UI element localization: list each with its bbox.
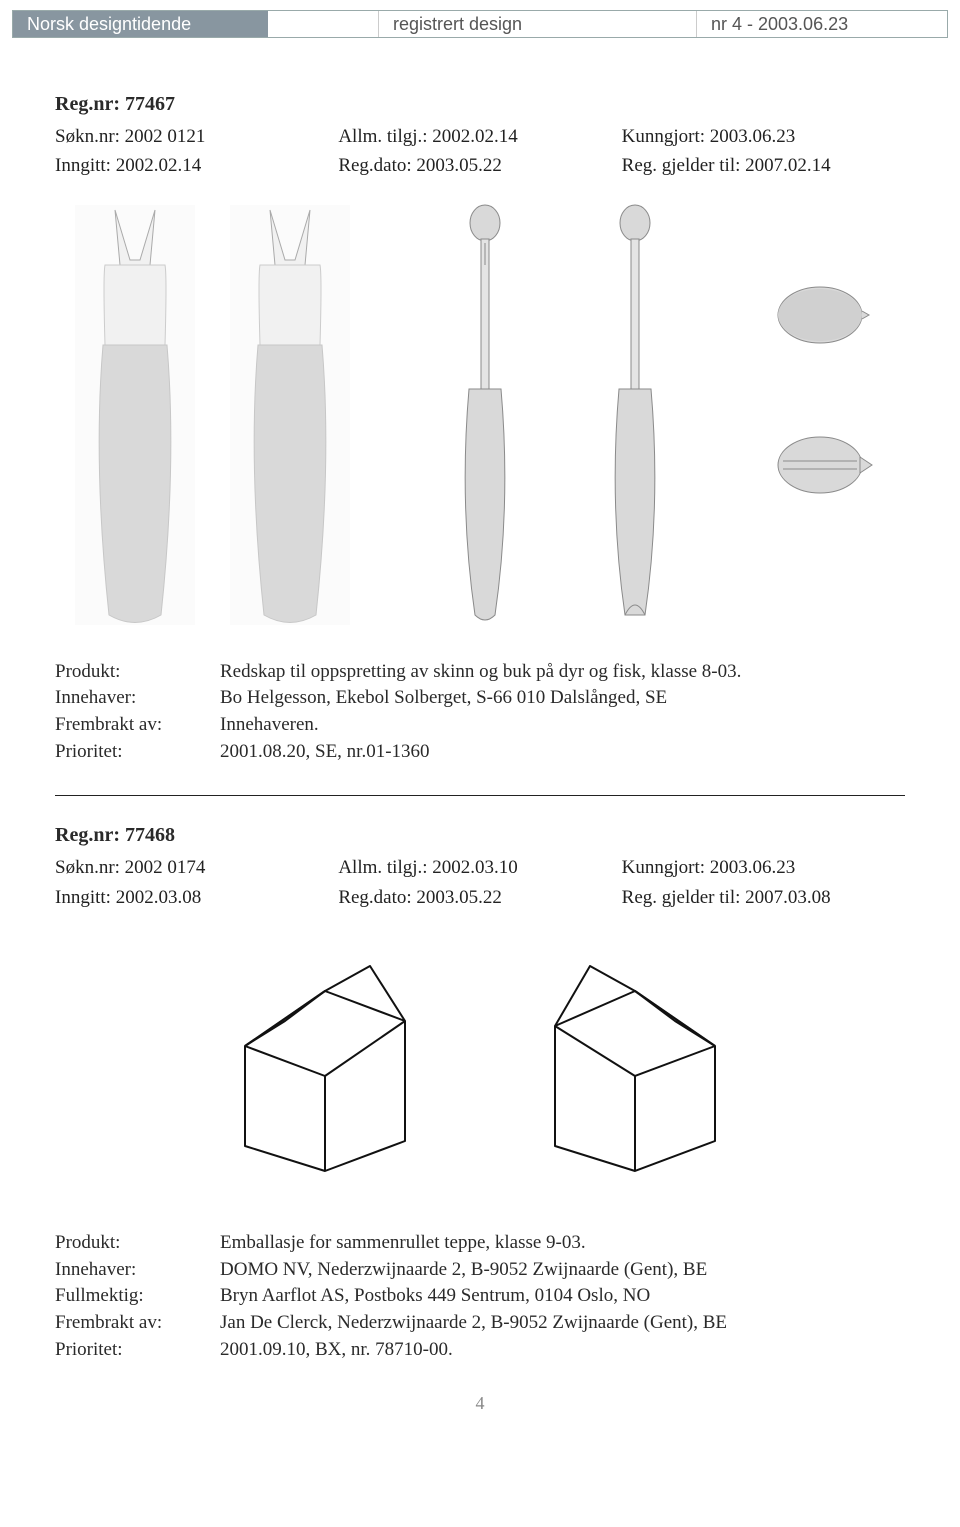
meta-gjelder: Reg. gjelder til: 2007.03.08	[622, 883, 905, 912]
detail-label: Innehaver:	[55, 1257, 220, 1284]
detail-value: Innehaveren.	[220, 712, 905, 739]
detail-row: Produkt: Redskap til oppspretting av ski…	[55, 659, 905, 686]
design-figure	[55, 926, 905, 1206]
detail-row: Prioritet: 2001.08.20, SE, nr.01-1360	[55, 739, 905, 766]
detail-value: 2001.08.20, SE, nr.01-1360	[220, 739, 905, 766]
separator	[55, 795, 905, 796]
publication-header: Norsk designtidende registrert design nr…	[12, 10, 948, 38]
detail-label: Innehaver:	[55, 685, 220, 712]
detail-list: Produkt: Redskap til oppspretting av ski…	[55, 659, 905, 765]
design-entry: Reg.nr: 77468 Søkn.nr: 2002 0174 Allm. t…	[55, 824, 905, 1363]
detail-row: Frembrakt av: Innehaveren.	[55, 712, 905, 739]
meta-grid: Søkn.nr: 2002 0174 Allm. tilgj.: 2002.03…	[55, 853, 905, 912]
design-figure	[55, 195, 905, 635]
detail-row: Prioritet: 2001.09.10, BX, nr. 78710-00.	[55, 1337, 905, 1364]
detail-row: Fullmektig: Bryn Aarflot AS, Postboks 44…	[55, 1283, 905, 1310]
design-entry: Reg.nr: 77467 Søkn.nr: 2002 0121 Allm. t…	[55, 93, 905, 765]
meta-allm: Allm. tilgj.: 2002.02.14	[338, 122, 621, 151]
meta-kunngjort: Kunngjort: 2003.06.23	[622, 122, 905, 151]
meta-sokn: Søkn.nr: 2002 0121	[55, 122, 338, 151]
detail-list: Produkt: Emballasje for sammenrullet tep…	[55, 1230, 905, 1363]
detail-row: Produkt: Emballasje for sammenrullet tep…	[55, 1230, 905, 1257]
reg-number: Reg.nr: 77467	[55, 93, 905, 116]
detail-row: Innehaver: Bo Helgesson, Ekebol Solberge…	[55, 685, 905, 712]
header-title-mid: registrert design	[378, 11, 697, 37]
meta-regdato: Reg.dato: 2003.05.22	[338, 883, 621, 912]
meta-kunngjort: Kunngjort: 2003.06.23	[622, 853, 905, 882]
detail-label: Prioritet:	[55, 739, 220, 766]
detail-row: Innehaver: DOMO NV, Nederzwijnaarde 2, B…	[55, 1257, 905, 1284]
meta-allm: Allm. tilgj.: 2002.03.10	[338, 853, 621, 882]
detail-label: Prioritet:	[55, 1337, 220, 1364]
meta-sokn: Søkn.nr: 2002 0174	[55, 853, 338, 882]
page-number: 4	[55, 1393, 905, 1414]
detail-value: 2001.09.10, BX, nr. 78710-00.	[220, 1337, 905, 1364]
detail-value: Emballasje for sammenrullet teppe, klass…	[220, 1230, 905, 1257]
detail-label: Produkt:	[55, 1230, 220, 1257]
detail-label: Frembrakt av:	[55, 712, 220, 739]
detail-row: Frembrakt av: Jan De Clerck, Nederzwijna…	[55, 1310, 905, 1337]
meta-grid: Søkn.nr: 2002 0121 Allm. tilgj.: 2002.02…	[55, 122, 905, 181]
meta-inngitt: Inngitt: 2002.02.14	[55, 151, 338, 180]
detail-value: Jan De Clerck, Nederzwijnaarde 2, B-9052…	[220, 1310, 905, 1337]
meta-regdato: Reg.dato: 2003.05.22	[338, 151, 621, 180]
detail-label: Produkt:	[55, 659, 220, 686]
page-body: Reg.nr: 77467 Søkn.nr: 2002 0121 Allm. t…	[0, 38, 960, 1434]
meta-gjelder: Reg. gjelder til: 2007.02.14	[622, 151, 905, 180]
detail-value: DOMO NV, Nederzwijnaarde 2, B-9052 Zwijn…	[220, 1257, 905, 1284]
header-title-right: nr 4 - 2003.06.23	[697, 11, 947, 37]
detail-label: Frembrakt av:	[55, 1310, 220, 1337]
detail-value: Bo Helgesson, Ekebol Solberget, S-66 010…	[220, 685, 905, 712]
header-title-left: Norsk designtidende	[13, 11, 268, 37]
reg-number: Reg.nr: 77468	[55, 824, 905, 847]
detail-value: Bryn Aarflot AS, Postboks 449 Sentrum, 0…	[220, 1283, 905, 1310]
detail-label: Fullmektig:	[55, 1283, 220, 1310]
detail-value: Redskap til oppspretting av skinn og buk…	[220, 659, 905, 686]
meta-inngitt: Inngitt: 2002.03.08	[55, 883, 338, 912]
